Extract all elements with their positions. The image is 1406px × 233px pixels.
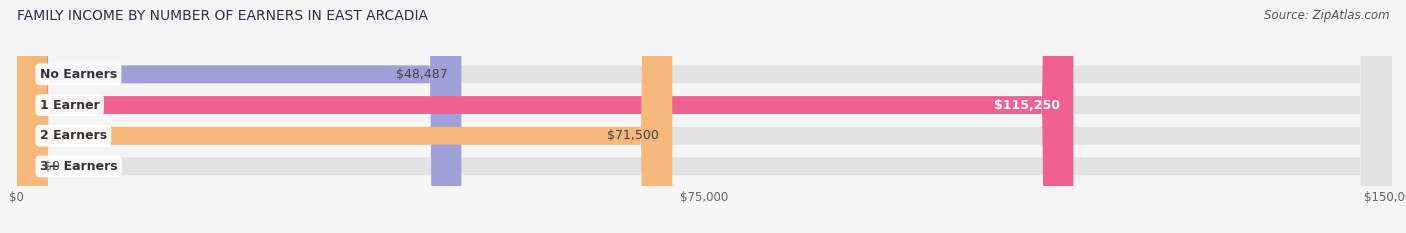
Text: $48,487: $48,487	[396, 68, 447, 81]
FancyBboxPatch shape	[17, 0, 672, 233]
Text: 2 Earners: 2 Earners	[39, 129, 107, 142]
FancyBboxPatch shape	[17, 0, 1392, 233]
Text: Source: ZipAtlas.com: Source: ZipAtlas.com	[1264, 9, 1389, 22]
FancyBboxPatch shape	[17, 0, 1073, 233]
Text: $115,250: $115,250	[994, 99, 1060, 112]
FancyBboxPatch shape	[17, 0, 1392, 233]
Text: 1 Earner: 1 Earner	[39, 99, 100, 112]
FancyBboxPatch shape	[17, 0, 1392, 233]
Text: FAMILY INCOME BY NUMBER OF EARNERS IN EAST ARCADIA: FAMILY INCOME BY NUMBER OF EARNERS IN EA…	[17, 9, 427, 23]
Text: $0: $0	[45, 160, 60, 173]
FancyBboxPatch shape	[17, 0, 1392, 233]
Text: 3+ Earners: 3+ Earners	[39, 160, 118, 173]
Text: No Earners: No Earners	[39, 68, 117, 81]
Text: $71,500: $71,500	[607, 129, 658, 142]
FancyBboxPatch shape	[17, 0, 461, 233]
